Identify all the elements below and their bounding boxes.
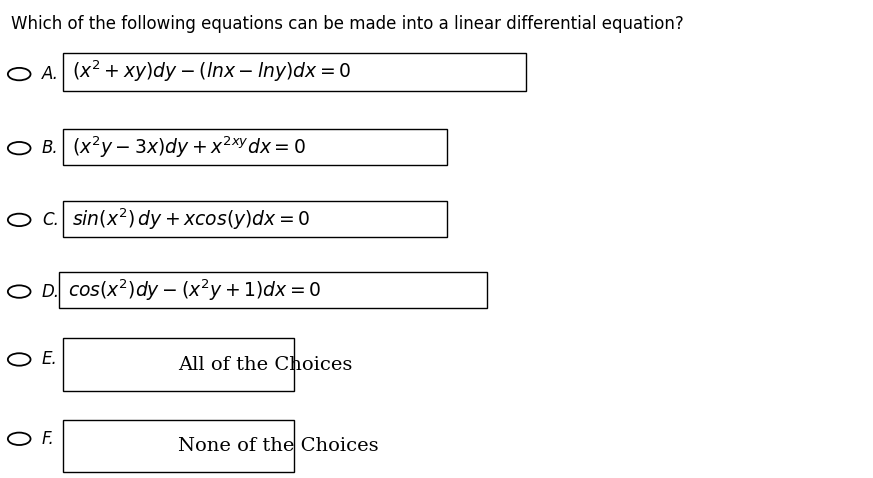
Circle shape — [8, 285, 31, 298]
Text: All of the Choices: All of the Choices — [178, 356, 353, 374]
FancyBboxPatch shape — [63, 338, 294, 391]
Text: $sin(x^2)\,dy + xcos(y)dx = 0$: $sin(x^2)\,dy + xcos(y)dx = 0$ — [72, 206, 310, 232]
Text: D.: D. — [42, 282, 60, 301]
FancyBboxPatch shape — [59, 272, 487, 308]
Text: E.: E. — [42, 350, 58, 369]
Text: $(x^2 + xy)dy - (lnx - lny)dx = 0$: $(x^2 + xy)dy - (lnx - lny)dx = 0$ — [72, 59, 351, 85]
Text: Which of the following equations can be made into a linear differential equation: Which of the following equations can be … — [11, 15, 684, 33]
Circle shape — [8, 142, 31, 154]
FancyBboxPatch shape — [63, 129, 447, 165]
Circle shape — [8, 214, 31, 226]
FancyBboxPatch shape — [63, 420, 294, 472]
Text: A.: A. — [42, 65, 58, 83]
Text: B.: B. — [42, 139, 58, 157]
Circle shape — [8, 353, 31, 366]
Text: $(x^2y - 3x)dy + x^{2xy}dx = 0$: $(x^2y - 3x)dy + x^{2xy}dx = 0$ — [72, 134, 306, 160]
Text: F.: F. — [42, 430, 55, 448]
Text: C.: C. — [42, 211, 58, 229]
Circle shape — [8, 433, 31, 445]
Circle shape — [8, 68, 31, 80]
FancyBboxPatch shape — [63, 201, 447, 237]
FancyBboxPatch shape — [63, 53, 526, 91]
Text: None of the Choices: None of the Choices — [178, 437, 379, 455]
Text: $cos(x^2)dy - (x^2y + 1)dx = 0$: $cos(x^2)dy - (x^2y + 1)dx = 0$ — [68, 278, 321, 304]
